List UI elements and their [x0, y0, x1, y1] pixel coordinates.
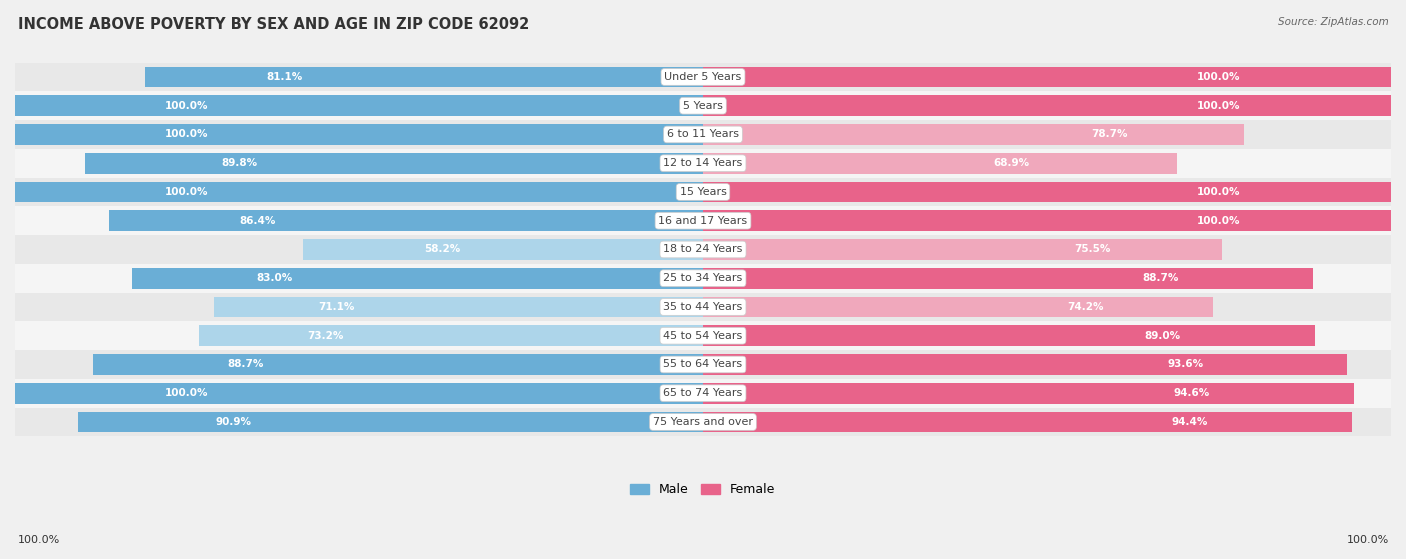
- Text: 100.0%: 100.0%: [166, 187, 208, 197]
- Text: 35 to 44 Years: 35 to 44 Years: [664, 302, 742, 312]
- Bar: [703, 153, 1177, 174]
- Text: 65 to 74 Years: 65 to 74 Years: [664, 389, 742, 398]
- Bar: [703, 239, 1222, 260]
- Bar: [703, 96, 1391, 116]
- Bar: [15, 321, 1391, 350]
- Text: 58.2%: 58.2%: [425, 244, 461, 254]
- Text: 5 Years: 5 Years: [683, 101, 723, 111]
- Text: 100.0%: 100.0%: [1198, 101, 1240, 111]
- Bar: [15, 383, 703, 404]
- Bar: [108, 210, 703, 231]
- Text: 100.0%: 100.0%: [18, 535, 60, 545]
- Text: 12 to 14 Years: 12 to 14 Years: [664, 158, 742, 168]
- Text: 25 to 34 Years: 25 to 34 Years: [664, 273, 742, 283]
- Text: 81.1%: 81.1%: [266, 72, 302, 82]
- Bar: [15, 63, 1391, 91]
- Text: 45 to 54 Years: 45 to 54 Years: [664, 331, 742, 341]
- Bar: [15, 264, 1391, 292]
- Bar: [15, 178, 1391, 206]
- Bar: [145, 67, 703, 87]
- Text: 74.2%: 74.2%: [1067, 302, 1104, 312]
- Text: 73.2%: 73.2%: [307, 331, 343, 341]
- Bar: [15, 120, 1391, 149]
- Text: 100.0%: 100.0%: [166, 389, 208, 398]
- Bar: [15, 182, 703, 202]
- Text: 68.9%: 68.9%: [993, 158, 1029, 168]
- Text: 100.0%: 100.0%: [1198, 216, 1240, 226]
- Bar: [200, 325, 703, 346]
- Bar: [703, 297, 1213, 318]
- Bar: [15, 292, 1391, 321]
- Bar: [15, 124, 703, 145]
- Text: 100.0%: 100.0%: [166, 130, 208, 140]
- Bar: [132, 268, 703, 288]
- Text: 86.4%: 86.4%: [239, 216, 276, 226]
- Bar: [15, 206, 1391, 235]
- Text: 93.6%: 93.6%: [1168, 359, 1204, 369]
- Bar: [15, 149, 1391, 178]
- Text: 89.0%: 89.0%: [1144, 331, 1180, 341]
- Text: 100.0%: 100.0%: [1198, 187, 1240, 197]
- Text: 100.0%: 100.0%: [1347, 535, 1389, 545]
- Bar: [15, 96, 703, 116]
- Legend: Male, Female: Male, Female: [626, 479, 780, 501]
- Text: 88.7%: 88.7%: [228, 359, 263, 369]
- Text: 75 Years and over: 75 Years and over: [652, 417, 754, 427]
- Text: 100.0%: 100.0%: [1198, 72, 1240, 82]
- Text: 83.0%: 83.0%: [256, 273, 292, 283]
- Bar: [703, 67, 1391, 87]
- Bar: [703, 411, 1353, 432]
- Bar: [703, 124, 1244, 145]
- Text: 88.7%: 88.7%: [1143, 273, 1178, 283]
- Text: Under 5 Years: Under 5 Years: [665, 72, 741, 82]
- Text: 89.8%: 89.8%: [222, 158, 257, 168]
- Text: 100.0%: 100.0%: [166, 101, 208, 111]
- Bar: [703, 383, 1354, 404]
- Bar: [302, 239, 703, 260]
- Bar: [214, 297, 703, 318]
- Text: 71.1%: 71.1%: [318, 302, 354, 312]
- Text: 90.9%: 90.9%: [217, 417, 252, 427]
- Bar: [703, 182, 1391, 202]
- Text: 75.5%: 75.5%: [1074, 244, 1111, 254]
- Text: 16 and 17 Years: 16 and 17 Years: [658, 216, 748, 226]
- Bar: [703, 354, 1347, 375]
- Bar: [86, 153, 703, 174]
- Text: 94.4%: 94.4%: [1173, 417, 1208, 427]
- Bar: [703, 268, 1313, 288]
- Bar: [93, 354, 703, 375]
- Text: 18 to 24 Years: 18 to 24 Years: [664, 244, 742, 254]
- Bar: [15, 235, 1391, 264]
- Text: 55 to 64 Years: 55 to 64 Years: [664, 359, 742, 369]
- Bar: [703, 210, 1391, 231]
- Text: Source: ZipAtlas.com: Source: ZipAtlas.com: [1278, 17, 1389, 27]
- Text: 94.6%: 94.6%: [1173, 389, 1209, 398]
- Text: 78.7%: 78.7%: [1091, 130, 1128, 140]
- Text: INCOME ABOVE POVERTY BY SEX AND AGE IN ZIP CODE 62092: INCOME ABOVE POVERTY BY SEX AND AGE IN Z…: [18, 17, 530, 32]
- Bar: [77, 411, 703, 432]
- Bar: [15, 379, 1391, 408]
- Bar: [15, 408, 1391, 437]
- Text: 6 to 11 Years: 6 to 11 Years: [666, 130, 740, 140]
- Bar: [15, 91, 1391, 120]
- Bar: [15, 350, 1391, 379]
- Text: 15 Years: 15 Years: [679, 187, 727, 197]
- Bar: [703, 325, 1316, 346]
